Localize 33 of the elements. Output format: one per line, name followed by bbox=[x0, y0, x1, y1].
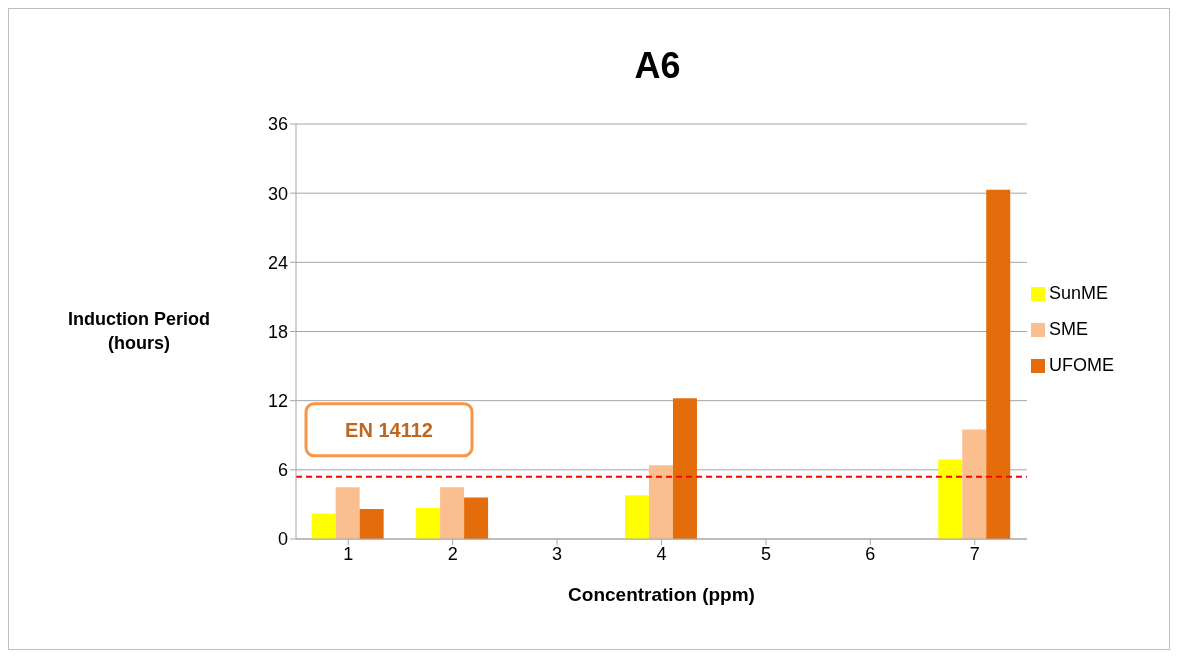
chart-title: A6 bbox=[633, 45, 682, 87]
ref-line-label: EN 14112 bbox=[345, 418, 433, 441]
bar bbox=[359, 509, 384, 539]
bar bbox=[335, 487, 360, 539]
y-tick-label: 24 bbox=[267, 252, 288, 273]
x-tick-label: 6 bbox=[865, 543, 876, 564]
x-axis-title: Concentration (ppm) bbox=[568, 584, 755, 605]
bar bbox=[648, 465, 673, 539]
x-tick-label: 3 bbox=[552, 543, 563, 564]
y-tick-label: 0 bbox=[277, 529, 288, 550]
x-tick-label: 4 bbox=[656, 543, 667, 564]
y-tick-label: 30 bbox=[267, 183, 288, 204]
y-axis-title: Induction Period (hours) bbox=[67, 308, 211, 355]
y-tick-label: 18 bbox=[267, 321, 288, 342]
legend-label: SME bbox=[1049, 319, 1089, 339]
y-tick-label: 12 bbox=[267, 391, 288, 412]
bar bbox=[962, 429, 987, 539]
bar bbox=[416, 507, 441, 539]
x-tick-label: 2 bbox=[447, 543, 458, 564]
x-tick-label: 5 bbox=[760, 543, 771, 564]
bar bbox=[986, 189, 1011, 539]
bar bbox=[311, 513, 336, 539]
bar bbox=[672, 398, 697, 539]
bar bbox=[464, 497, 489, 539]
bar bbox=[938, 459, 963, 539]
y-tick-label: 36 bbox=[267, 114, 288, 135]
x-tick-label: 7 bbox=[969, 543, 980, 564]
legend-label: UFOME bbox=[1049, 355, 1114, 375]
bar bbox=[624, 495, 649, 539]
legend-label: SunME bbox=[1049, 283, 1109, 303]
bar bbox=[440, 487, 465, 539]
x-tick-label: 1 bbox=[343, 543, 354, 564]
y-tick-label: 6 bbox=[277, 460, 288, 481]
